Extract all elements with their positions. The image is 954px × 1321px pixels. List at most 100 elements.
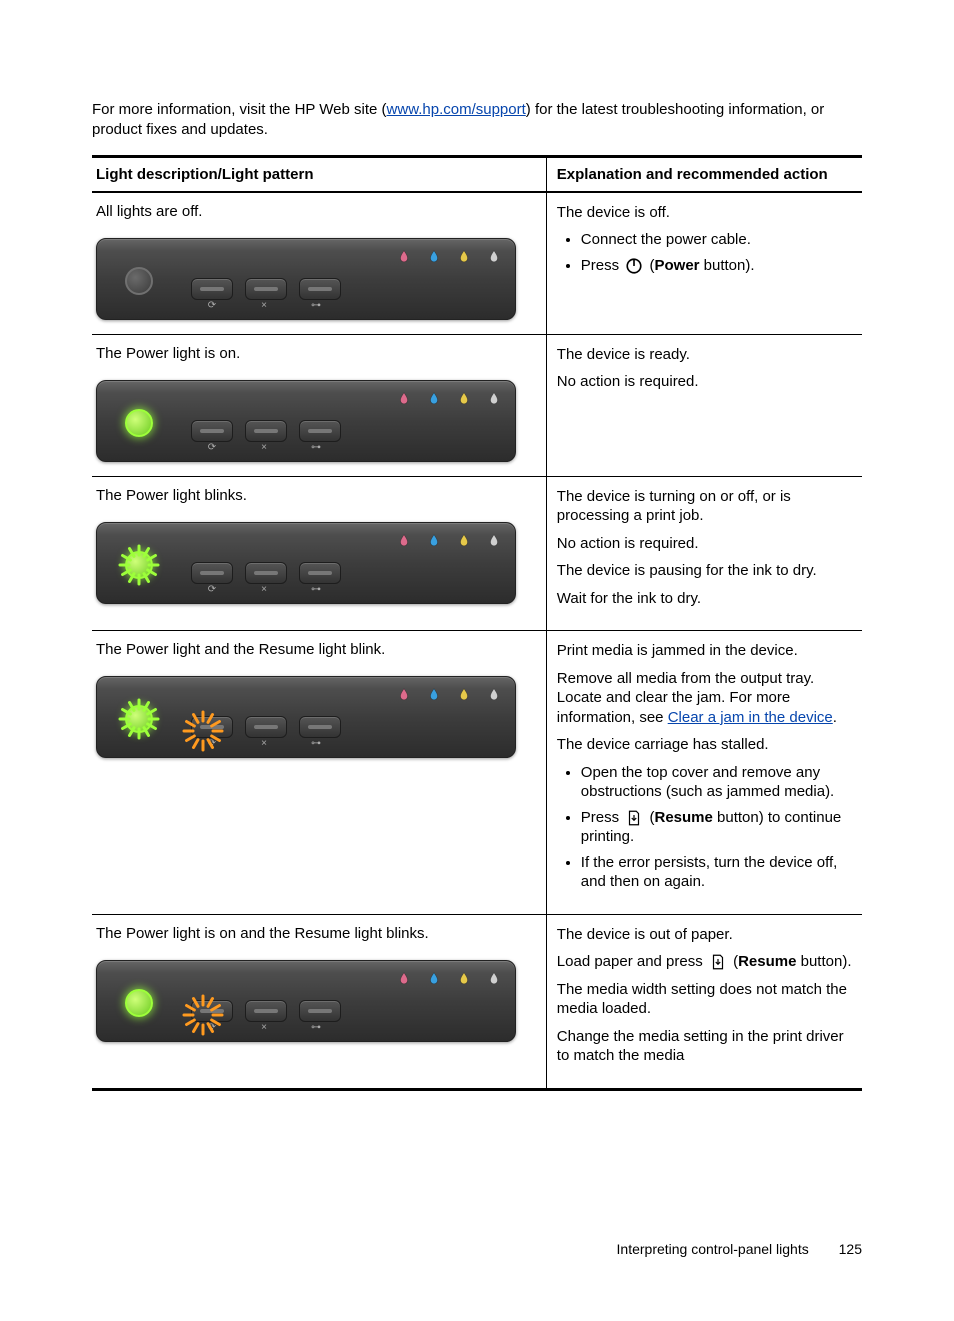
th-explanation: Explanation and recommended action	[546, 156, 862, 192]
light-pattern-cell: All lights are off. ⟳×⊶	[92, 192, 546, 335]
exp-list-item: Open the top cover and remove any obstru…	[581, 763, 852, 802]
network-sub-icon: ⊶	[311, 1023, 321, 1033]
light-pattern-cell: The Power light is on. ⟳×⊶	[92, 334, 546, 476]
panel-button	[191, 278, 233, 300]
power-light	[125, 267, 153, 295]
control-panel-graphic: ⟳×⊶	[96, 380, 516, 462]
resume-sub-icon: ⟳	[207, 301, 217, 311]
ink-indicator-row	[397, 533, 501, 547]
hp-support-link[interactable]: www.hp.com/support	[387, 101, 526, 118]
doc-link[interactable]: Clear a jam in the device	[668, 709, 833, 726]
page-footer: Interpreting control-panel lights 125	[617, 1241, 862, 1257]
row-title: All lights are off.	[96, 203, 536, 220]
network-sub-icon: ⊶	[311, 443, 321, 453]
panel-button	[245, 562, 287, 584]
panel-button	[299, 562, 341, 584]
ink-drop-icon	[487, 687, 501, 701]
panel-button	[191, 1000, 233, 1022]
network-sub-icon: ⊶	[311, 739, 321, 749]
footer-text: Interpreting control-panel lights	[617, 1241, 809, 1257]
exp-text: Wait for the ink to dry.	[557, 589, 852, 609]
exp-text: No action is required.	[557, 372, 852, 392]
ink-drop-icon	[427, 391, 441, 405]
explanation-cell: Print media is jammed in the device. Remo…	[546, 631, 862, 915]
row-title: The Power light is on and the Resume lig…	[96, 925, 536, 942]
explanation-cell: The device is ready. No action is require…	[546, 334, 862, 476]
ink-drop-icon	[487, 971, 501, 985]
exp-list-item: Connect the power cable.	[581, 230, 852, 250]
control-panel-graphic: ⟳×⊶	[96, 238, 516, 320]
table-row: The Power light and the Resume light bli…	[92, 631, 862, 915]
exp-text: Remove all media from the output tray. L…	[557, 669, 852, 728]
panel-button	[191, 562, 233, 584]
exp-list-item: If the error persists, turn the device o…	[581, 853, 852, 892]
exp-list: Connect the power cable. Press (Power but…	[557, 230, 852, 275]
ink-drop-icon	[457, 391, 471, 405]
table-row: The Power light is on. ⟳×⊶ The device is r…	[92, 334, 862, 476]
light-pattern-cell: The Power light is on and the Resume lig…	[92, 914, 546, 1089]
ink-drop-icon	[457, 249, 471, 263]
exp-text: The device is off.	[557, 203, 852, 223]
network-sub-icon: ⊶	[311, 301, 321, 311]
ink-drop-icon	[457, 971, 471, 985]
ink-drop-icon	[457, 687, 471, 701]
panel-button	[191, 420, 233, 442]
ink-drop-icon	[487, 533, 501, 547]
power-light	[125, 989, 153, 1017]
intro-paragraph: For more information, visit the HP Web s…	[92, 100, 862, 141]
ink-drop-icon	[397, 533, 411, 547]
exp-text: The device is turning on or off, or is p…	[557, 487, 852, 526]
cancel-sub-icon: ×	[259, 1023, 269, 1033]
ink-drop-icon	[487, 391, 501, 405]
exp-text: The media width setting does not match t…	[557, 980, 852, 1019]
row-title: The Power light blinks.	[96, 487, 536, 504]
explanation-cell: The device is off. Connect the power cabl…	[546, 192, 862, 335]
intro-pre: For more information, visit the HP Web s…	[92, 101, 387, 118]
light-pattern-cell: The Power light blinks. ⟳ × ⊶	[92, 476, 546, 631]
panel-button	[299, 716, 341, 738]
exp-list-item: Press (Power button).	[581, 256, 852, 276]
ink-drop-icon	[427, 249, 441, 263]
button-row	[191, 716, 341, 738]
cancel-sub-icon: ×	[259, 739, 269, 749]
panel-button	[245, 1000, 287, 1022]
button-row	[191, 1000, 341, 1022]
lights-table: Light description/Light pattern Explanat…	[92, 155, 862, 1091]
row-title: The Power light is on.	[96, 345, 536, 362]
panel-button	[299, 420, 341, 442]
exp-list: Open the top cover and remove any obstru…	[557, 763, 852, 892]
power-light	[125, 409, 153, 437]
ink-drop-icon	[397, 391, 411, 405]
resume-sub-icon: ⟳	[207, 443, 217, 453]
ink-drop-icon	[457, 533, 471, 547]
table-row: The Power light blinks. ⟳ × ⊶ The device is …	[92, 476, 862, 631]
resume-sub-icon: ⟳	[207, 585, 217, 595]
exp-text: The device is ready.	[557, 345, 852, 365]
exp-text: The device carriage has stalled.	[557, 735, 852, 755]
panel-button	[245, 278, 287, 300]
page-number: 125	[839, 1241, 862, 1257]
panel-button	[299, 1000, 341, 1022]
row-title: The Power light and the Resume light bli…	[96, 641, 536, 658]
exp-text: Load paper and press (Resume button).	[557, 952, 852, 972]
network-sub-icon: ⊶	[311, 585, 321, 595]
exp-text: Print media is jammed in the device.	[557, 641, 852, 661]
ink-drop-icon	[427, 971, 441, 985]
ink-indicator-row	[397, 971, 501, 985]
ink-drop-icon	[427, 533, 441, 547]
cancel-sub-icon: ×	[259, 585, 269, 595]
th-light-pattern: Light description/Light pattern	[92, 156, 546, 192]
control-panel-graphic: ⟳ × ⊶	[96, 522, 516, 604]
page: For more information, visit the HP Web s…	[0, 0, 954, 1321]
explanation-cell: The device is turning on or off, or is p…	[546, 476, 862, 631]
control-panel-graphic: ⟳×⊶	[96, 960, 516, 1042]
exp-text: Change the media setting in the print dr…	[557, 1027, 852, 1066]
exp-list-item: Press (Resume button) to continue printi…	[581, 808, 852, 847]
power-light	[125, 551, 153, 579]
resume-sub-icon: ⟳	[207, 739, 217, 749]
button-row	[191, 278, 341, 300]
button-row	[191, 562, 341, 584]
panel-button	[299, 278, 341, 300]
ink-drop-icon	[397, 249, 411, 263]
exp-text: The device is pausing for the ink to dry…	[557, 561, 852, 581]
